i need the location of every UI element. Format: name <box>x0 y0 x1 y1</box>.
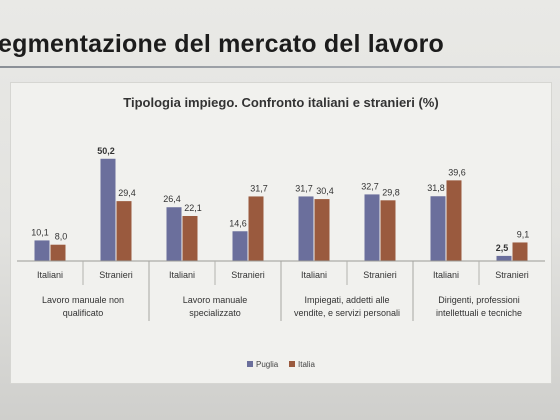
bar-puglia-5 <box>298 196 314 261</box>
bar-puglia-6 <box>364 194 380 261</box>
chart-title: Tipologia impiego. Confronto italiani e … <box>123 95 438 110</box>
data-label-italia-5: 30,4 <box>316 186 334 196</box>
x-axis: Italiani Stranieri Italiani Stranieri Italia… <box>17 260 545 321</box>
group-label-4: Dirigenti, professioni <box>438 295 520 305</box>
legend-label-puglia: Puglia <box>256 360 279 369</box>
legend-swatch-italia <box>289 361 295 367</box>
bar-puglia-4 <box>232 231 248 261</box>
data-label-puglia-7: 31,8 <box>427 183 445 193</box>
bar-italia-1 <box>50 244 66 261</box>
category-tick-label: Italiani <box>169 270 195 280</box>
data-label-puglia-2: 50,2 <box>97 146 115 156</box>
bar-italia-7 <box>446 180 462 261</box>
heading-underline <box>0 66 560 68</box>
bar-puglia-8 <box>496 255 512 261</box>
category-tick-label: Italiani <box>301 270 327 280</box>
data-label-italia-4: 31,7 <box>250 183 268 193</box>
bar-italia-2 <box>116 201 132 261</box>
data-label-puglia-4: 14,6 <box>229 218 247 228</box>
group-label-4: intellettuali e tecniche <box>436 308 522 318</box>
category-tick-label: Italiani <box>433 270 459 280</box>
category-tick-label: Italiani <box>37 270 63 280</box>
group-label-1: qualificato <box>63 308 104 318</box>
data-label-puglia-3: 26,4 <box>163 194 181 204</box>
group-label-1: Lavoro manuale non <box>42 295 124 305</box>
bar-puglia-3 <box>166 207 182 261</box>
data-label-italia-8: 9,1 <box>517 229 530 239</box>
data-label-puglia-5: 31,7 <box>295 183 313 193</box>
category-tick-label: Stranieri <box>495 270 529 280</box>
group-label-2: specializzato <box>189 308 241 318</box>
bar-italia-3 <box>182 215 198 261</box>
data-label-italia-2: 29,4 <box>118 188 136 198</box>
bar-italia-8 <box>512 242 528 261</box>
category-tick-label: Stranieri <box>363 270 397 280</box>
chart-panel: Tipologia impiego. Confronto italiani e … <box>10 82 552 384</box>
bar-puglia-1 <box>34 240 50 261</box>
category-tick-label: Stranieri <box>99 270 133 280</box>
group-label-2: Lavoro manuale <box>183 295 248 305</box>
bars-layer: 10,1 8,050,229,426,422,114,631,7 31,7 30,4 3… <box>31 146 529 261</box>
chart-legend: Puglia Italia <box>247 360 315 369</box>
slide-heading: egmentazione del mercato del lavoro <box>0 30 445 58</box>
group-label-3: vendite, e servizi personali <box>294 308 400 318</box>
data-label-puglia-6: 32,7 <box>361 181 379 191</box>
data-label-italia-7: 39,6 <box>448 167 466 177</box>
data-label-italia-6: 29,8 <box>382 187 400 197</box>
data-label-italia-1: 8,0 <box>55 232 68 242</box>
data-label-puglia-8: 2,5 <box>496 243 509 253</box>
legend-label-italia: Italia <box>298 360 315 369</box>
category-tick-label: Stranieri <box>231 270 265 280</box>
data-label-italia-3: 22,1 <box>184 203 202 213</box>
bar-puglia-7 <box>430 196 446 261</box>
bar-italia-4 <box>248 196 264 261</box>
legend-swatch-puglia <box>247 361 253 367</box>
bar-italia-5 <box>314 199 330 261</box>
bar-puglia-2 <box>100 158 116 261</box>
data-label-puglia-1: 10,1 <box>31 227 49 237</box>
bar-chart: Tipologia impiego. Confronto italiani e … <box>17 95 545 369</box>
bar-italia-6 <box>380 200 396 261</box>
group-label-3: Impiegati, addetti alle <box>304 295 389 305</box>
